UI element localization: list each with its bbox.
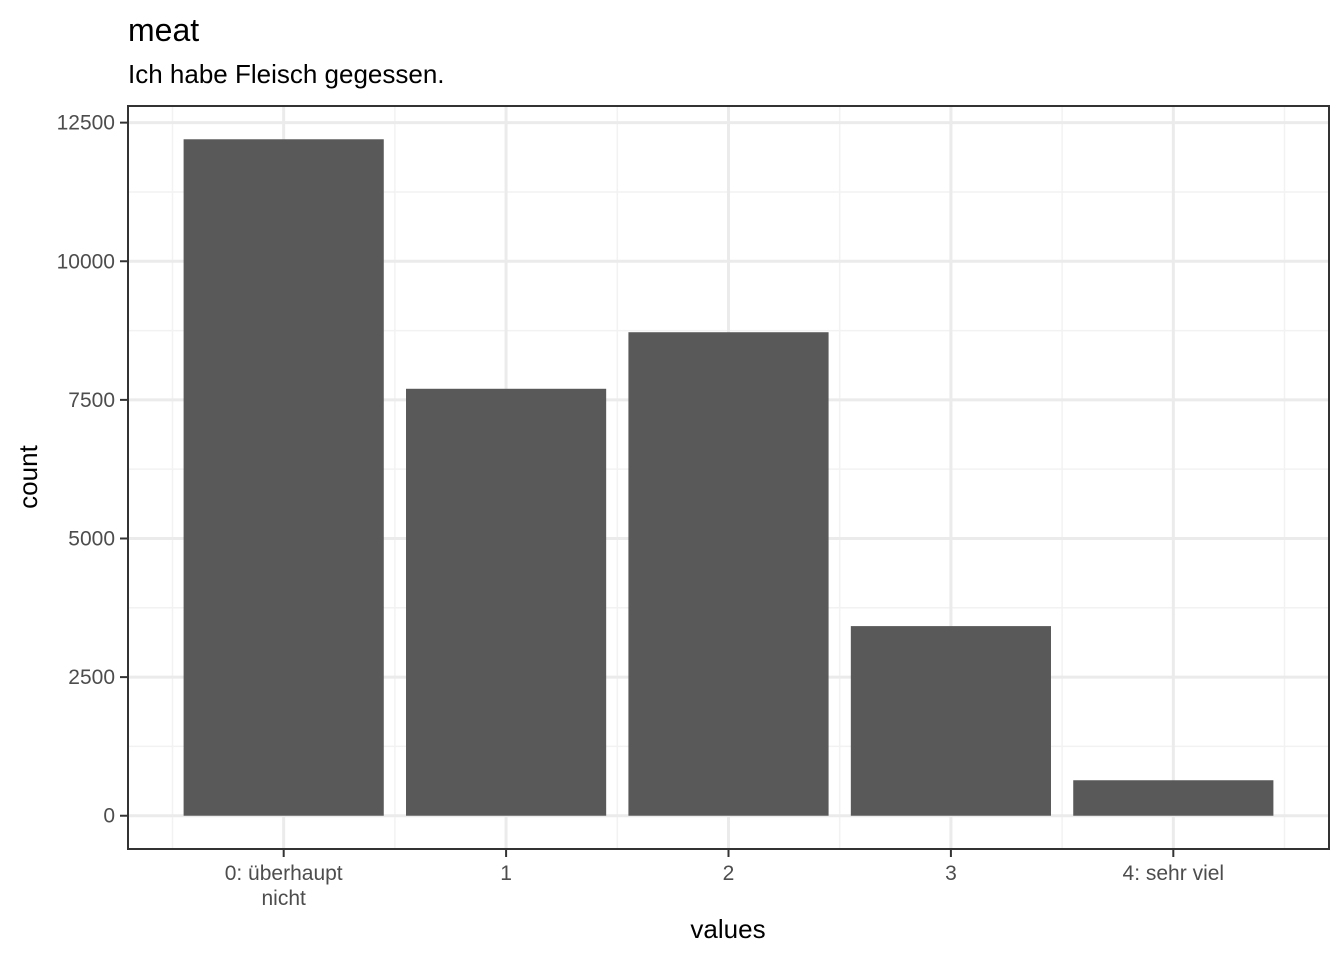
x-tick-label: 0: überhaupt nicht bbox=[225, 862, 343, 910]
y-tick-label: 0 bbox=[103, 805, 115, 828]
chart-subtitle: Ich habe Fleisch gegessen. bbox=[128, 59, 445, 89]
y-axis-title: count bbox=[13, 444, 43, 508]
bar bbox=[1073, 780, 1274, 816]
x-tick-label: 3 bbox=[945, 862, 957, 885]
bars bbox=[183, 139, 1274, 816]
axes: 0 2500 5000 7500 10000 12500 0: überhaupt nicht… bbox=[57, 112, 1224, 910]
x-tick-label: 2 bbox=[723, 862, 735, 885]
y-tick-label: 2500 bbox=[68, 666, 115, 689]
bar bbox=[406, 388, 607, 816]
bar bbox=[183, 139, 384, 816]
y-tick-label: 10000 bbox=[57, 250, 115, 273]
bar bbox=[850, 626, 1051, 816]
y-tick-label: 5000 bbox=[68, 527, 115, 550]
chart-title: meat bbox=[128, 12, 199, 48]
bar bbox=[628, 332, 829, 816]
x-tick-label: 1 bbox=[500, 862, 512, 885]
x-axis-title: values bbox=[690, 914, 765, 944]
x-tick-label: 4: sehr viel bbox=[1123, 862, 1225, 885]
y-tick-label: 12500 bbox=[57, 112, 115, 135]
y-tick-label: 7500 bbox=[68, 389, 115, 412]
